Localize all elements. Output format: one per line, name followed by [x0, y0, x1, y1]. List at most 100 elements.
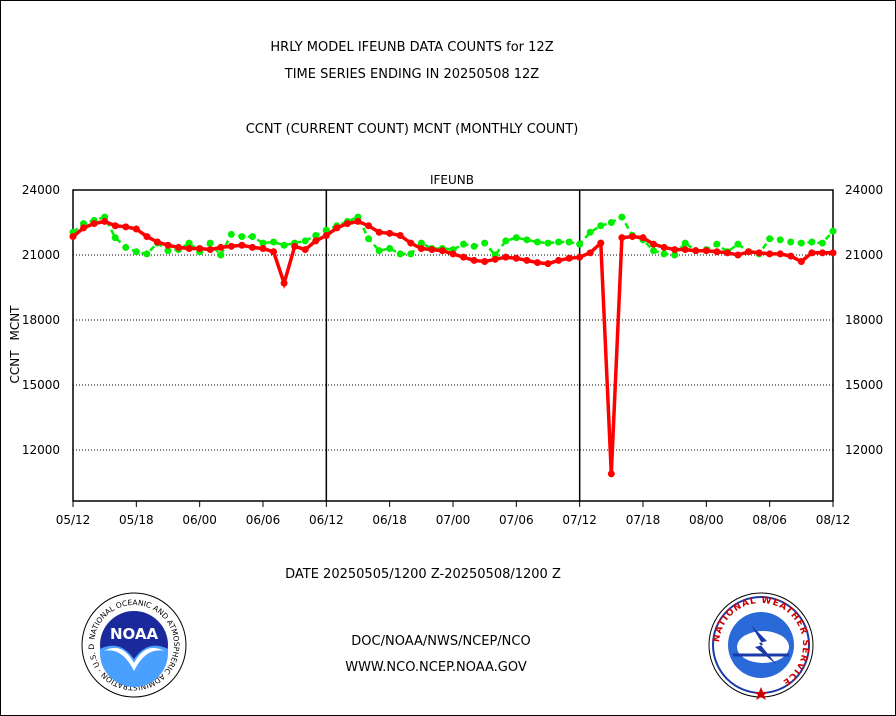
point-ccnt	[143, 233, 151, 241]
point-ccnt	[787, 252, 795, 260]
point-ccnt	[702, 247, 710, 255]
point-mcnt	[818, 239, 826, 247]
y-tick-label-right: 21000	[845, 248, 883, 262]
point-ccnt	[301, 246, 309, 254]
y-tick-label-left: 12000	[22, 443, 60, 457]
point-mcnt	[386, 245, 394, 252]
x-tick-label: 05/18	[119, 513, 154, 527]
date-range: DATE 20250505/1200 Z-20250508/1200 Z	[285, 567, 561, 582]
point-ccnt	[375, 228, 383, 236]
chart-title-line2: TIME SERIES ENDING IN 20250508 12Z	[284, 67, 540, 82]
chart-subtitle: CCNT (CURRENT COUNT) MCNT (MONTHLY COUNT…	[246, 122, 579, 137]
point-mcnt	[597, 222, 605, 230]
point-mcnt	[259, 239, 267, 247]
point-ccnt	[343, 220, 351, 228]
point-ccnt	[217, 243, 225, 251]
point-mcnt	[681, 239, 689, 247]
point-ccnt	[101, 217, 109, 225]
axis-ticks: 12000 12000 15000 15000 18000 18000 21000 21000…	[22, 183, 883, 527]
y-tick-label-right: 12000	[845, 443, 883, 457]
point-ccnt	[132, 225, 140, 233]
point-mcnt	[164, 247, 172, 255]
point-ccnt	[80, 224, 88, 232]
point-ccnt	[365, 222, 373, 230]
point-ccnt	[766, 250, 774, 258]
y-axis-label: CCNT MCNT	[8, 305, 22, 384]
point-ccnt	[164, 241, 172, 249]
point-mcnt	[301, 237, 309, 245]
noaa-logo[interactable]: NATIONAL OCEANIC AND ATMOSPHERIC ADMINIS…	[81, 592, 187, 698]
point-ccnt	[196, 245, 204, 252]
point-mcnt	[586, 228, 594, 236]
point-ccnt	[660, 243, 668, 251]
point-ccnt	[533, 259, 541, 267]
x-tick-label: 06/00	[182, 513, 217, 527]
point-mcnt	[533, 238, 541, 246]
x-tick-label: 06/06	[246, 513, 281, 527]
point-mcnt	[407, 250, 415, 258]
point-mcnt	[776, 236, 784, 244]
point-ccnt	[607, 470, 615, 478]
point-ccnt	[544, 260, 552, 268]
point-mcnt	[523, 236, 531, 244]
point-ccnt	[354, 217, 362, 225]
point-ccnt	[650, 240, 658, 248]
point-ccnt	[206, 246, 214, 254]
point-ccnt	[597, 239, 605, 247]
point-mcnt	[470, 242, 478, 250]
x-tick-label: 07/18	[626, 513, 661, 527]
point-ccnt	[417, 245, 425, 252]
point-mcnt	[555, 238, 563, 246]
point-mcnt	[322, 226, 330, 234]
point-mcnt	[206, 239, 214, 247]
x-tick-label: 07/00	[436, 513, 471, 527]
point-mcnt	[396, 250, 404, 258]
point-ccnt	[565, 254, 573, 262]
y-tick-label-right: 15000	[845, 378, 883, 392]
point-mcnt	[227, 230, 235, 238]
y-label-ccnt: CCNT	[8, 350, 22, 384]
point-ccnt	[259, 245, 267, 252]
x-tick-label: 07/06	[499, 513, 534, 527]
point-mcnt	[502, 237, 510, 245]
point-mcnt	[111, 234, 119, 242]
point-mcnt	[375, 247, 383, 255]
point-ccnt	[270, 248, 278, 256]
point-ccnt	[692, 247, 700, 255]
point-mcnt	[808, 238, 816, 246]
x-tick-label: 08/00	[689, 513, 724, 527]
point-ccnt	[512, 254, 520, 262]
point-ccnt	[470, 256, 478, 264]
point-mcnt	[618, 213, 626, 221]
point-ccnt	[755, 249, 763, 257]
point-ccnt	[333, 224, 341, 232]
point-ccnt	[628, 233, 636, 241]
point-ccnt	[69, 233, 77, 241]
point-mcnt	[122, 243, 130, 251]
point-ccnt	[322, 232, 330, 239]
point-ccnt	[734, 251, 742, 259]
point-ccnt	[386, 229, 394, 237]
footer-link-doc[interactable]: DOC/NOAA/NWS/NCEP/NCO	[351, 634, 530, 649]
point-ccnt	[808, 249, 816, 257]
y-tick-label-right: 18000	[845, 313, 883, 327]
point-mcnt	[734, 240, 742, 248]
x-tick-label: 08/06	[752, 513, 787, 527]
point-ccnt	[797, 258, 805, 265]
point-ccnt	[153, 238, 161, 246]
x-tick-label: 06/18	[372, 513, 407, 527]
point-ccnt	[238, 241, 246, 249]
series-layer	[69, 213, 837, 478]
x-tick-label: 07/12	[562, 513, 597, 527]
point-mcnt	[565, 238, 573, 246]
x-tick-label: 05/12	[56, 513, 91, 527]
point-ccnt	[481, 258, 489, 265]
point-ccnt	[491, 255, 499, 263]
point-mcnt	[576, 240, 584, 248]
point-ccnt	[745, 248, 753, 256]
nws-logo[interactable]: NATIONAL WEATHER SERVICE	[708, 592, 814, 700]
footer-link-www[interactable]: WWW.NCO.NCEP.NOAA.GOV	[345, 660, 527, 675]
point-mcnt	[797, 239, 805, 247]
point-ccnt	[407, 239, 415, 247]
